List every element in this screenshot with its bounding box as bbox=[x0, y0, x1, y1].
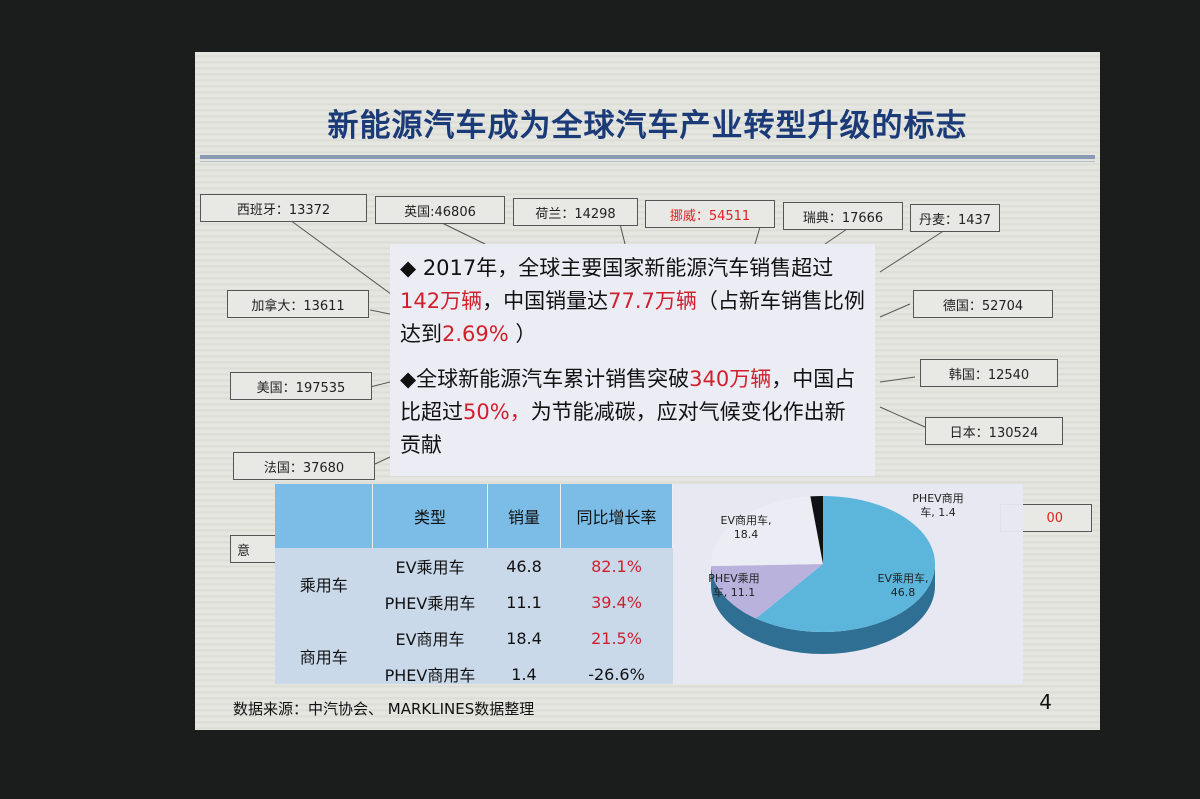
pie-slice-ev-passenger bbox=[755, 496, 935, 632]
header-type: 类型 bbox=[372, 484, 488, 548]
bullet-1-text: （占新车销售比例达到 bbox=[400, 289, 865, 346]
bullet-2-text: 为节能减碳，应对气候变化作出新贡献 bbox=[400, 400, 846, 457]
pie-label-phev-passenger: PHEV乘用车, 11.1 bbox=[708, 572, 760, 599]
country-usa: 美国：197535 bbox=[230, 372, 372, 400]
bullet-1-text: ，中国销量达 bbox=[482, 289, 609, 313]
bullet-1-text: ） bbox=[508, 322, 537, 346]
bullet-1-china-sales: 77.7万辆 bbox=[608, 289, 697, 313]
cell-growth: 21.5% bbox=[591, 628, 642, 648]
pie-slice-phev-passenger bbox=[711, 564, 823, 619]
table-row: PHEV乘用车 11.1 39.4% bbox=[275, 584, 673, 620]
title-divider bbox=[200, 155, 1095, 159]
cell-sales: 11.1 bbox=[506, 592, 542, 612]
cell-type: PHEV乘用车 bbox=[384, 594, 476, 613]
pie-side bbox=[711, 564, 935, 654]
header-group bbox=[275, 484, 373, 548]
header-growth: 同比增长率 bbox=[560, 484, 673, 548]
cell-type: EV商用车 bbox=[395, 630, 465, 649]
cell-type: EV乘用车 bbox=[395, 558, 465, 577]
pie-label-ev-passenger: EV乘用车, 46.8 bbox=[877, 572, 929, 599]
pie-slice-ev-commercial bbox=[711, 496, 823, 567]
country-netherlands: 荷兰：14298 bbox=[513, 198, 638, 226]
group-passenger: 乘用车 bbox=[299, 576, 348, 595]
pie-chart-panel: PHEV商用车, 1.4 EV商用车, 18.4 PHEV乘用车, 11.1 E… bbox=[673, 484, 1023, 684]
header-sales: 销量 bbox=[487, 484, 561, 548]
bullet-1: ◆ 2017年，全球主要国家新能源汽车销售超过 142万辆，中国销量达77.7万辆… bbox=[400, 252, 865, 351]
pie-chart bbox=[711, 496, 935, 654]
pie-slice-phev-commercial bbox=[810, 496, 823, 564]
cell-growth: 82.1% bbox=[591, 556, 642, 576]
country-denmark: 丹麦：1437 bbox=[910, 204, 1000, 232]
cell-type: PHEV商用车 bbox=[384, 666, 476, 685]
cell-sales: 1.4 bbox=[511, 664, 537, 684]
table-header: 类型 销量 同比增长率 bbox=[275, 484, 673, 548]
title-divider-thin bbox=[200, 161, 1095, 162]
country-uk: 英国:46806 bbox=[375, 196, 505, 224]
country-france: 法国：37680 bbox=[233, 452, 375, 480]
country-sweden: 瑞典：17666 bbox=[783, 202, 903, 230]
country-germany: 德国：52704 bbox=[913, 290, 1053, 318]
table-row: PHEV商用车 1.4 -26.6% bbox=[275, 656, 673, 692]
connector-lines bbox=[289, 219, 946, 465]
group-commercial: 商用车 bbox=[299, 648, 348, 667]
summary-textbox: ◆ 2017年，全球主要国家新能源汽车销售超过 142万辆，中国销量达77.7万辆… bbox=[390, 244, 875, 476]
cell-sales: 46.8 bbox=[506, 556, 542, 576]
bullet-2-china-share: 50%， bbox=[463, 400, 531, 424]
country-korea: 韩国：12540 bbox=[920, 359, 1058, 387]
pie-label-ev-commercial: EV商用车, 18.4 bbox=[720, 514, 772, 541]
cell-growth: 39.4% bbox=[591, 592, 642, 612]
sales-table: 类型 销量 同比增长率 乘用车 EV乘用车 46.8 82.1% PHEV乘用车… bbox=[275, 484, 673, 685]
bullet-2-text: ◆全球新能源汽车累计销售突破 bbox=[400, 367, 690, 391]
cell-sales: 18.4 bbox=[506, 628, 542, 648]
table-row: 乘用车 EV乘用车 46.8 82.1% bbox=[275, 548, 673, 596]
country-spain: 西班牙：13372 bbox=[200, 194, 367, 222]
page-number: 4 bbox=[1039, 690, 1052, 714]
bullet-1-global-sales: 142万辆 bbox=[400, 289, 483, 313]
bullet-2-cumulative: 340万辆 bbox=[689, 367, 772, 391]
bullet-1-share: 2.69% bbox=[442, 322, 509, 346]
bullet-1-text: ◆ 2017年，全球主要国家新能源汽车销售超过 bbox=[400, 256, 834, 280]
country-japan: 日本：130524 bbox=[925, 417, 1063, 445]
cell-growth: -26.6% bbox=[588, 664, 645, 684]
bullet-2: ◆全球新能源汽车累计销售突破340万辆，中国占比超过50%，为节能减碳，应对气候… bbox=[400, 363, 865, 462]
slide-title: 新能源汽车成为全球汽车产业转型升级的标志 bbox=[327, 108, 968, 144]
country-canada: 加拿大：13611 bbox=[227, 290, 369, 318]
data-source: 数据来源：中汽协会、 MARKLINES数据整理 bbox=[233, 700, 535, 718]
country-norway: 挪威：54511 bbox=[645, 200, 775, 228]
pie-label-phev-commercial: PHEV商用车, 1.4 bbox=[912, 492, 964, 519]
table-row: 商用车 EV商用车 18.4 21.5% bbox=[275, 620, 673, 668]
bullet-2-text: ，中国占比超过 bbox=[400, 367, 856, 424]
slide: 新能源汽车成为全球汽车产业转型升级的标志 西班牙：13372 英国:46806 … bbox=[195, 52, 1100, 730]
